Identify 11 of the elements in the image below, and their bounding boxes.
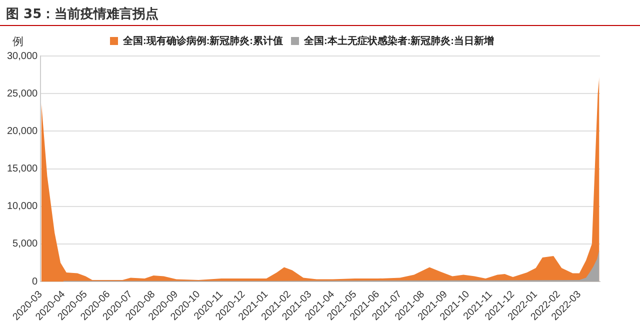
y-tick-label: 0: [32, 276, 38, 288]
y-tick-label: 10,000: [6, 201, 38, 212]
y-axis-title: 例: [12, 34, 24, 48]
chart-title: 图 35：当前疫情难言拐点: [6, 6, 159, 23]
y-tick-label: 30,000: [6, 50, 38, 62]
y-tick-label: 25,000: [6, 88, 38, 100]
y-tick-label: 20,000: [6, 126, 38, 137]
y-tick-label: 5,000: [12, 238, 38, 250]
y-tick-label: 15,000: [6, 164, 38, 175]
legend-label: 全国:现有确诊病例:新冠肺炎:累计值: [122, 34, 284, 47]
legend-label: 全国:本土无症状感染者:新冠肺炎:当日新增: [303, 34, 494, 47]
